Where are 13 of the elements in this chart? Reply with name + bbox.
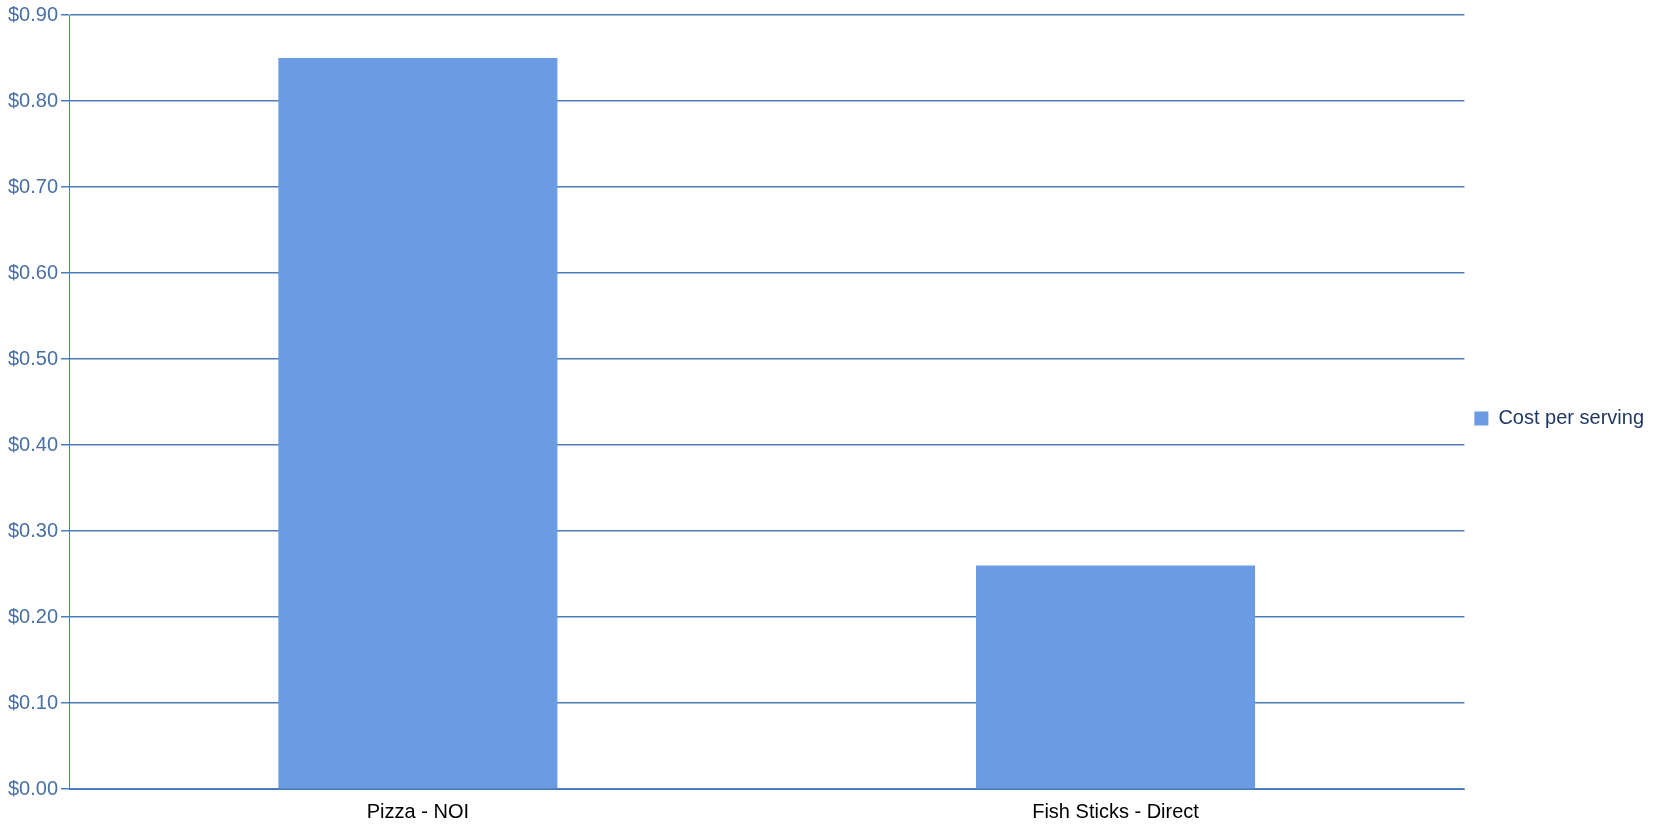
y-tick-label: $0.40 <box>7 432 59 455</box>
y-tick-label: $0.30 <box>7 518 59 541</box>
y-tick-label: $0.00 <box>7 776 59 799</box>
y-tick-label: $0.60 <box>7 260 59 283</box>
y-tick-label: $0.80 <box>7 88 59 111</box>
legend-label: Cost per serving <box>1498 406 1645 429</box>
x-tick-label: Pizza - NOI <box>366 799 470 822</box>
y-tick-label: $0.90 <box>7 2 59 25</box>
y-tick-label: $0.10 <box>7 690 59 713</box>
y-tick-label: $0.70 <box>7 174 59 197</box>
y-tick-label: $0.50 <box>7 346 59 369</box>
x-tick-label: Fish Sticks - Direct <box>1032 799 1200 822</box>
y-tick-label: $0.20 <box>7 604 59 627</box>
